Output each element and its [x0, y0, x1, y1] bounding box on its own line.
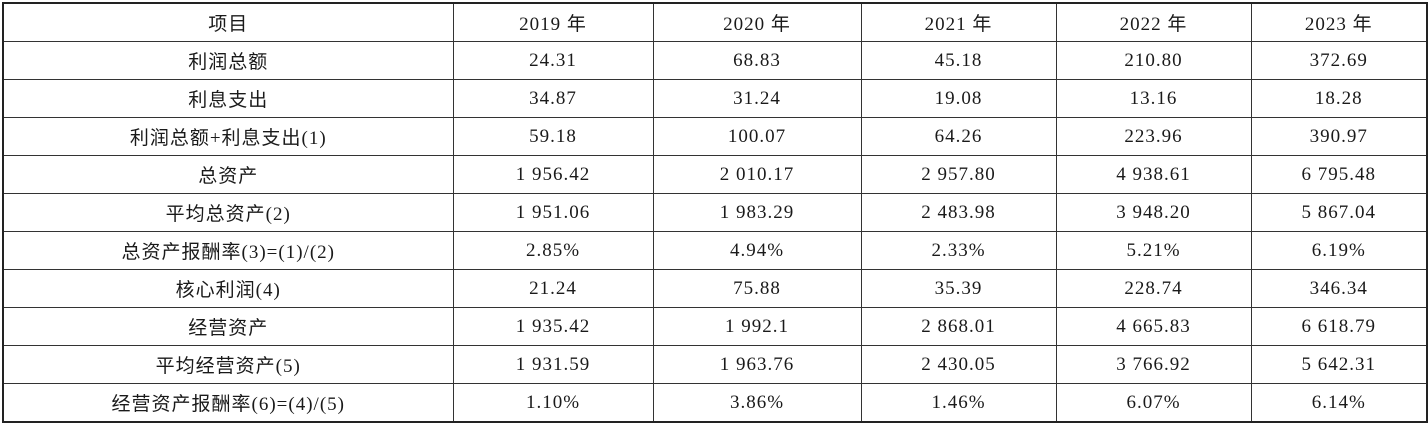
table-body: 利润总额 24.31 68.83 45.18 210.80 372.69 利息支出 34.87…: [2, 41, 1428, 423]
value-cell: 5 642.31: [1250, 345, 1428, 384]
value-cell: 2.33%: [860, 231, 1057, 270]
table-row: 利润总额 24.31 68.83 45.18 210.80 372.69: [2, 41, 1428, 80]
table-row: 利息支出 34.87 31.24 19.08 13.16 18.28: [2, 79, 1428, 118]
value-cell: 6 795.48: [1250, 155, 1428, 194]
value-cell: 13.16: [1055, 79, 1252, 118]
value-cell: 68.83: [652, 41, 862, 80]
value-cell: 390.97: [1250, 117, 1428, 156]
value-cell: 210.80: [1055, 41, 1252, 80]
value-cell: 6 618.79: [1250, 307, 1428, 346]
value-cell: 59.18: [452, 117, 654, 156]
value-cell: 1.10%: [452, 383, 654, 423]
value-cell: 223.96: [1055, 117, 1252, 156]
row-label: 总资产: [2, 155, 454, 194]
row-label: 利润总额: [2, 41, 454, 80]
value-cell: 100.07: [652, 117, 862, 156]
value-cell: 4 665.83: [1055, 307, 1252, 346]
value-cell: 1 931.59: [452, 345, 654, 384]
value-cell: 1 951.06: [452, 193, 654, 232]
value-cell: 31.24: [652, 79, 862, 118]
value-cell: 1 992.1: [652, 307, 862, 346]
value-cell: 24.31: [452, 41, 654, 80]
value-cell: 4.94%: [652, 231, 862, 270]
table-row: 总资产 1 956.42 2 010.17 2 957.80 4 938.61 6 795…: [2, 155, 1428, 194]
value-cell: 228.74: [1055, 269, 1252, 308]
value-cell: 75.88: [652, 269, 862, 308]
table-row: 利润总额+利息支出(1) 59.18 100.07 64.26 223.96 390.97: [2, 117, 1428, 156]
table-row: 平均总资产(2) 1 951.06 1 983.29 2 483.98 3 948.20…: [2, 193, 1428, 232]
header-row: 项目 2019 年 2020 年 2021 年 2022 年 2023 年: [2, 2, 1428, 42]
table-row: 总资产报酬率(3)=(1)/(2) 2.85% 4.94% 2.33% 5.21% 6.1…: [2, 231, 1428, 270]
value-cell: 5 867.04: [1250, 193, 1428, 232]
row-label: 平均经营资产(5): [2, 345, 454, 384]
header-cell: 项目: [2, 2, 454, 42]
value-cell: 35.39: [860, 269, 1057, 308]
row-label: 利润总额+利息支出(1): [2, 117, 454, 156]
value-cell: 18.28: [1250, 79, 1428, 118]
value-cell: 1 956.42: [452, 155, 654, 194]
value-cell: 6.14%: [1250, 383, 1428, 423]
value-cell: 5.21%: [1055, 231, 1252, 270]
value-cell: 372.69: [1250, 41, 1428, 80]
value-cell: 3 766.92: [1055, 345, 1252, 384]
row-label: 经营资产报酬率(6)=(4)/(5): [2, 383, 454, 423]
row-label: 经营资产: [2, 307, 454, 346]
header-cell: 2021 年: [860, 2, 1057, 42]
value-cell: 2.85%: [452, 231, 654, 270]
table-row: 经营资产报酬率(6)=(4)/(5) 1.10% 3.86% 1.46% 6.07% 6.…: [2, 383, 1428, 423]
table-row: 经营资产 1 935.42 1 992.1 2 868.01 4 665.83 6 618…: [2, 307, 1428, 346]
value-cell: 1.46%: [860, 383, 1057, 423]
value-cell: 6.19%: [1250, 231, 1428, 270]
value-cell: 2 010.17: [652, 155, 862, 194]
row-label: 核心利润(4): [2, 269, 454, 308]
value-cell: 1 983.29: [652, 193, 862, 232]
header-cell: 2020 年: [652, 2, 862, 42]
table-head: 项目 2019 年 2020 年 2021 年 2022 年 2023 年: [2, 2, 1428, 42]
value-cell: 3 948.20: [1055, 193, 1252, 232]
header-cell: 2022 年: [1055, 2, 1252, 42]
value-cell: 64.26: [860, 117, 1057, 156]
header-cell: 2019 年: [452, 2, 654, 42]
value-cell: 4 938.61: [1055, 155, 1252, 194]
row-label: 总资产报酬率(3)=(1)/(2): [2, 231, 454, 270]
value-cell: 346.34: [1250, 269, 1428, 308]
header-cell: 2023 年: [1250, 2, 1428, 42]
value-cell: 2 957.80: [860, 155, 1057, 194]
value-cell: 21.24: [452, 269, 654, 308]
table-row: 核心利润(4) 21.24 75.88 35.39 228.74 346.34: [2, 269, 1428, 308]
value-cell: 2 868.01: [860, 307, 1057, 346]
value-cell: 2 430.05: [860, 345, 1057, 384]
value-cell: 1 963.76: [652, 345, 862, 384]
value-cell: 3.86%: [652, 383, 862, 423]
value-cell: 6.07%: [1055, 383, 1252, 423]
row-label: 利息支出: [2, 79, 454, 118]
value-cell: 1 935.42: [452, 307, 654, 346]
table-row: 平均经营资产(5) 1 931.59 1 963.76 2 430.05 3 766.9…: [2, 345, 1428, 384]
value-cell: 45.18: [860, 41, 1057, 80]
value-cell: 2 483.98: [860, 193, 1057, 232]
value-cell: 34.87: [452, 79, 654, 118]
row-label: 平均总资产(2): [2, 193, 454, 232]
value-cell: 19.08: [860, 79, 1057, 118]
